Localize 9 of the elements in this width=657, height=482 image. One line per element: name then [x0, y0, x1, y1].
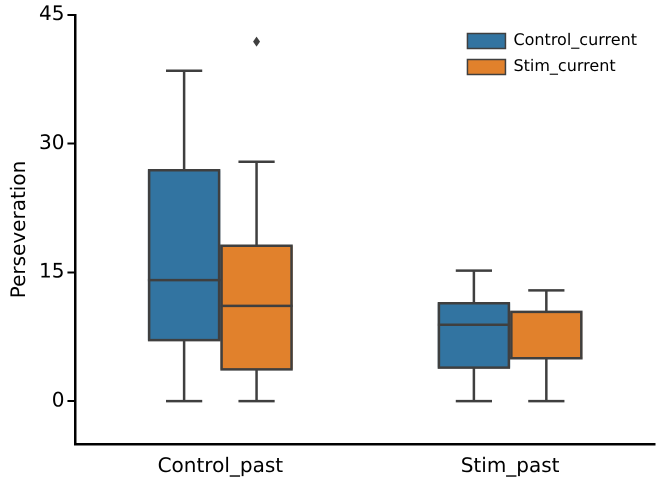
legend-label: Control_current [513, 30, 638, 50]
x-tick-label: Stim_past [460, 453, 560, 478]
x-tick-label: Control_past [158, 453, 284, 478]
y-tick-label: 0 [52, 387, 64, 412]
y-tick-label: 45 [38, 1, 64, 26]
y-tick-label: 30 [38, 130, 64, 154]
legend-label: Stim_current [513, 56, 616, 76]
y-axis-title: Perseveration [6, 160, 30, 298]
y-tick-label: 15 [38, 258, 64, 283]
